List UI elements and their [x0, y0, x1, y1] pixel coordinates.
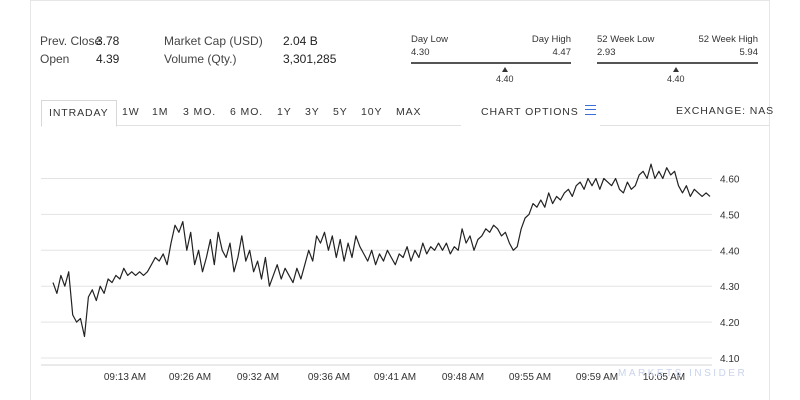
day-range-bar: [411, 62, 571, 64]
y-tick-label: 4.10: [720, 354, 740, 365]
week52-range-current-value: 4.40: [667, 74, 685, 84]
day-high-label: Day High: [531, 34, 571, 45]
options-divider: [600, 125, 770, 126]
x-tick-label: 09:36 AM: [308, 372, 350, 383]
y-tick-label: 4.40: [720, 246, 740, 257]
widget-left-border: [30, 0, 31, 400]
tab-1m[interactable]: 1M: [152, 106, 169, 118]
tabs-divider: [41, 125, 461, 126]
widget-top-border: [30, 0, 770, 1]
chart-options-button[interactable]: CHART OPTIONS: [481, 105, 596, 118]
x-tick-label: 09:13 AM: [104, 372, 146, 383]
tab-max[interactable]: MAX: [396, 106, 422, 118]
y-tick-label: 4.50: [720, 210, 740, 221]
prev-close-label: Prev. Close: [40, 34, 102, 48]
y-tick-label: 4.20: [720, 318, 740, 329]
tab-3y[interactable]: 3Y: [305, 106, 320, 118]
y-tick-label: 4.60: [720, 175, 740, 186]
x-tick-label: 09:48 AM: [442, 372, 484, 383]
prev-close-value: 3.78: [96, 34, 120, 48]
day-range-marker: [502, 67, 508, 72]
x-tick-label: 09:59 AM: [576, 372, 618, 383]
volume-value: 3,301,285: [283, 52, 337, 66]
day-high-value: 4.47: [552, 47, 572, 58]
x-tick-label: 09:41 AM: [374, 372, 416, 383]
market-cap-label: Market Cap (USD): [164, 34, 263, 48]
week52-low-label: 52 Week Low: [597, 34, 655, 45]
tab-10y[interactable]: 10Y: [361, 106, 383, 118]
week52-low-value: 2.93: [597, 47, 616, 58]
week52-high-label: 52 Week High: [698, 34, 759, 45]
chart-canvas: 4.10 4.20 4.30 4.40 4.50 4.60 09:13 AM 09:26 AM…: [41, 163, 740, 383]
day-low-value: 4.30: [411, 47, 430, 58]
x-tick-label: 09:32 AM: [237, 372, 279, 383]
tab-3mo[interactable]: 3 MO.: [183, 106, 217, 118]
day-low-label: Day Low: [411, 34, 448, 45]
tab-5y[interactable]: 5Y: [333, 106, 348, 118]
tab-6mo[interactable]: 6 MO.: [230, 106, 264, 118]
widget-right-border: [769, 0, 770, 400]
week52-range-bar: [597, 62, 758, 64]
hamburger-menu-icon: [584, 105, 596, 115]
x-tick-label: 10:05 AM: [643, 372, 685, 383]
market-cap-value: 2.04 B: [283, 34, 318, 48]
x-tick-label: 09:26 AM: [169, 372, 211, 383]
y-tick-label: 4.30: [720, 282, 740, 293]
exchange-label: EXCHANGE: NAS: [676, 105, 775, 117]
day-range-current-value: 4.40: [496, 74, 514, 84]
open-label: Open: [40, 52, 70, 66]
week52-range-marker: [673, 67, 679, 72]
tab-1y[interactable]: 1Y: [277, 106, 292, 118]
intraday-price-chart[interactable]: 4.10 4.20 4.30 4.40 4.50 4.60 09:13 AM 09:26 AM…: [0, 140, 800, 400]
tab-1w[interactable]: 1W: [122, 106, 140, 118]
chart-options-label: CHART OPTIONS: [481, 106, 579, 118]
week52-high-value: 5.94: [739, 47, 759, 58]
open-value: 4.39: [96, 52, 120, 66]
volume-label: Volume (Qty.): [164, 52, 237, 66]
x-tick-label: 09:55 AM: [509, 372, 551, 383]
watermark-text: MARKETS INSIDER: [618, 368, 748, 379]
price-series-line: [52, 163, 711, 338]
tab-intraday[interactable]: INTRADAY: [41, 100, 117, 127]
